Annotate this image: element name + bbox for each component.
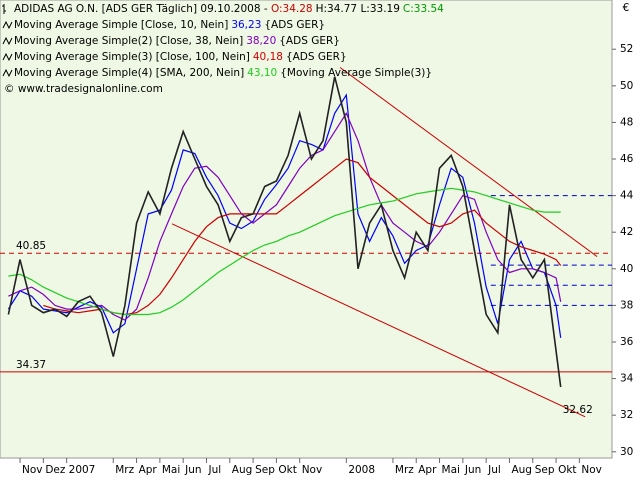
x-tick-label: Jul — [207, 464, 221, 476]
moving-average-line — [43, 158, 562, 316]
x-tick-label: Aug — [232, 464, 253, 476]
legend-value: 43,10 — [247, 67, 277, 79]
y-tick-label: 34 — [620, 373, 634, 385]
x-tick-label: Jun — [184, 464, 201, 476]
x-tick-label: Apr — [418, 464, 437, 476]
low-label: 32.62 — [563, 404, 593, 416]
y-tick-label: 42 — [620, 226, 633, 238]
x-tick-label: Mai — [162, 464, 180, 476]
trendline — [339, 67, 598, 257]
x-tick-label: Nov — [22, 464, 42, 476]
legend-source: {ADS GER} — [279, 35, 340, 47]
legend-value: 40,18 — [253, 51, 283, 63]
horizontal-line-label: 40.85 — [16, 240, 46, 252]
header-part: C:33.54 — [403, 3, 444, 15]
horizontal-line-label: 34.37 — [16, 359, 46, 371]
y-tick-label: 46 — [620, 153, 634, 165]
legend-icon — [2, 20, 13, 30]
trendline — [171, 223, 586, 418]
x-tick-label: Nov — [302, 464, 323, 476]
x-tick-label: Jun — [464, 464, 481, 476]
legend-icon — [2, 68, 13, 78]
price-line — [7, 76, 562, 388]
header-icon — [2, 4, 6, 14]
legend-name: Moving Average Simple(4) [SMA, 200, Nein… — [14, 67, 244, 79]
legend-name: Moving Average Simple(3) [Close, 100, Ne… — [14, 51, 250, 63]
legend-entry: Moving Average Simple(3) [Close, 100, Ne… — [14, 51, 347, 63]
y-tick-label: 48 — [620, 116, 633, 128]
legend-name: Moving Average Simple(2) [Close, 38, Nei… — [14, 35, 243, 47]
legend-entry: Moving Average Simple(4) [SMA, 200, Nein… — [14, 67, 432, 79]
y-tick-label: 52 — [620, 43, 633, 55]
x-tick-label: Dez — [45, 464, 66, 476]
header-part: ADIDAS AG O.N. [ADS GER Täglich] 09.10.2… — [14, 3, 268, 15]
header: ADIDAS AG O.N. [ADS GER Täglich] 09.10.2… — [14, 3, 444, 15]
x-tick-label: 2008 — [348, 464, 375, 476]
legend-name: Moving Average Simple [Close, 10, Nein] — [14, 19, 228, 31]
x-tick-label: Okt — [278, 464, 296, 476]
legend-value: 38,20 — [246, 35, 276, 47]
x-tick-label: Apr — [139, 464, 158, 476]
x-tick-label: Mai — [442, 464, 460, 476]
y-tick-label: 30 — [620, 446, 633, 458]
legend-value: 36,23 — [231, 19, 261, 31]
y-tick-label: 40 — [620, 263, 633, 275]
header-part: O:34.28 — [271, 3, 313, 15]
legend-icon — [2, 52, 13, 62]
x-tick-label: Sep — [255, 464, 275, 476]
x-tick-label: 2007 — [69, 464, 96, 476]
x-tick-label: Mrz — [115, 464, 134, 476]
copyright: © www.tradesignalonline.com — [4, 83, 163, 95]
y-tick-label: 44 — [620, 190, 634, 202]
legend-source: {ADS GER} — [264, 19, 325, 31]
x-tick-label: Jul — [487, 464, 501, 476]
header-part: H:34.77 L:33.19 — [316, 3, 400, 15]
legend-entry: Moving Average Simple(2) [Close, 38, Nei… — [14, 35, 340, 47]
x-tick-label: Sep — [535, 464, 555, 476]
currency: € — [623, 2, 630, 14]
y-tick-label: 50 — [620, 80, 633, 92]
moving-average-line — [8, 187, 561, 316]
y-tick-label: 32 — [620, 409, 633, 421]
x-tick-label: Nov — [581, 464, 602, 476]
legend-entry: Moving Average Simple [Close, 10, Nein] 3… — [14, 19, 325, 31]
legend-icon — [2, 36, 13, 46]
x-tick-label: Okt — [558, 464, 576, 476]
y-tick-label: 36 — [620, 336, 634, 348]
legend-source: {ADS GER} — [286, 51, 347, 63]
moving-average-line — [7, 93, 562, 338]
moving-average-line — [8, 112, 562, 321]
legend-source: {Moving Average Simple(3)} — [280, 67, 432, 79]
x-tick-label: Aug — [511, 464, 532, 476]
x-tick-label: Mrz — [395, 464, 414, 476]
y-tick-label: 38 — [620, 299, 633, 311]
